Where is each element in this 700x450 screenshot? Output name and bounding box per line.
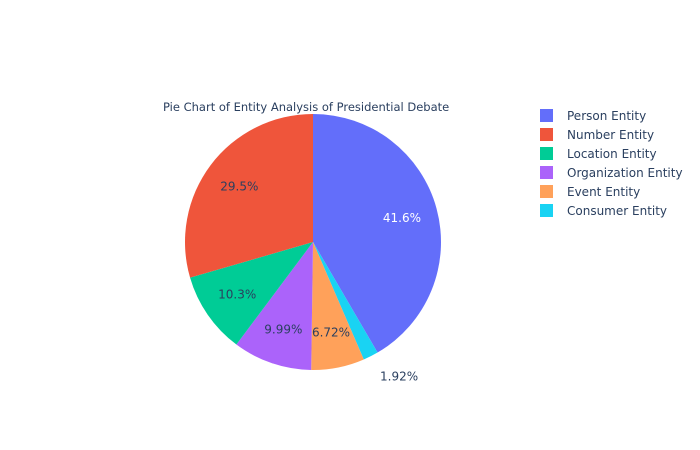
legend-item-person-entity[interactable]: Person Entity [540,106,683,125]
legend-label: Organization Entity [567,165,683,180]
pie-slice-person-entity[interactable] [313,114,441,353]
legend-label: Location Entity [567,146,657,161]
legend-item-number-entity[interactable]: Number Entity [540,125,683,144]
slice-label-consumer-entity: 1.92% [380,370,418,384]
legend-item-event-entity[interactable]: Event Entity [540,182,683,201]
legend-item-consumer-entity[interactable]: Consumer Entity [540,201,683,220]
pie-slice-event-entity[interactable] [311,242,364,370]
slice-label-person-entity: 41.6% [383,211,421,225]
legend-label: Number Entity [567,127,655,142]
legend-swatch [540,185,553,198]
legend-label: Person Entity [567,108,647,123]
slice-label-number-entity: 29.5% [220,180,258,194]
pie-slice-organization-entity[interactable] [236,242,313,370]
legend-swatch [540,166,553,179]
pie-slice-consumer-entity[interactable] [313,242,378,360]
chart-title: Pie Chart of Entity Analysis of Presiden… [163,100,450,114]
slice-label-event-entity: 6.72% [312,325,350,339]
pie-slice-location-entity[interactable] [190,242,313,345]
legend-swatch [540,204,553,217]
legend-swatch [540,128,553,141]
slice-label-organization-entity: 9.99% [264,322,302,336]
legend-swatch [540,147,553,160]
legend-label: Event Entity [567,184,641,199]
legend-label: Consumer Entity [567,203,668,218]
slice-label-location-entity: 10.3% [218,287,256,301]
legend-item-location-entity[interactable]: Location Entity [540,144,683,163]
pie-slice-number-entity[interactable] [185,114,313,278]
chart-legend: Person Entity Number Entity Location Entit… [540,106,683,220]
legend-swatch [540,109,553,122]
legend-item-organization-entity[interactable]: Organization Entity [540,163,683,182]
